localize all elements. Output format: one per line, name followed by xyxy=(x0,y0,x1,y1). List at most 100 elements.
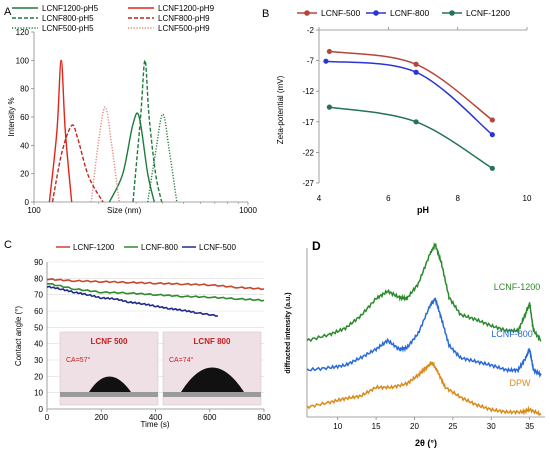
panel-d-x-tick-label: 20 xyxy=(410,422,419,431)
legend-marker-lcnf-800 xyxy=(373,10,379,16)
inset-lcnf500-title: LCNF 500 xyxy=(91,337,128,346)
series-lcnf500-ph9-line xyxy=(90,106,120,203)
panel-b-y-label: Zeta-potential (mV) xyxy=(276,75,285,144)
series-lcnf-1200-line xyxy=(329,106,493,169)
panel-b-chart: -2 -7 -12 -17 -22 -274 6 8 10 LCNF-500 LCNF-800 LC… xyxy=(276,8,532,215)
panel-a-y-tick-label: 0 xyxy=(25,198,30,207)
panel-a-y-tick-label: 120 xyxy=(16,28,30,37)
series-lcnf-500-point xyxy=(489,117,495,123)
panel-b-x-label: pH xyxy=(417,205,429,215)
panel-a-y-tick-label: 80 xyxy=(20,85,29,94)
panel-letter-d: D xyxy=(312,239,321,253)
legend-label-lcnf-1200: LCNF-1200 xyxy=(466,8,510,18)
curve-label-lcnf1200: LCNF-1200 xyxy=(494,282,541,292)
legend-marker-lcnf-500 xyxy=(304,10,310,16)
legend-label-lcnf800-ph9: LCNF800-pH9 xyxy=(158,14,210,23)
legend-label-lcnf-1200: LCNF-1200 xyxy=(73,243,115,252)
panel-d-x-tick-label: 15 xyxy=(372,422,381,431)
series-lcnf-500-point xyxy=(326,48,332,55)
inset-lcnf500-ca: CA=57° xyxy=(66,356,91,364)
panel-d-x-tick-label: 35 xyxy=(525,422,534,431)
legend-marker-lcnf-1200 xyxy=(449,10,455,16)
series-lcnf500-ph5-line xyxy=(147,113,178,203)
panel-c-y-tick-label: 20 xyxy=(34,372,43,381)
panel-c-y-tick-label: 90 xyxy=(34,258,43,267)
panel-a-chart: 0 20 40 60 80 100 120 100 1000 LCNF1200-pH5 LCNF1… xyxy=(7,4,257,215)
panel-b-x-tick-label: 8 xyxy=(455,194,460,203)
series-lcnf1200-ph5-line xyxy=(108,112,155,203)
panel-b-x-tick-label: 4 xyxy=(317,194,322,203)
panel-c-y-tick-label: 0 xyxy=(39,405,44,414)
panel-b-y-tick-label: -7 xyxy=(307,57,315,66)
series-lcnf-500-point xyxy=(413,61,419,67)
inset-lcnf800-image: LCNF 800 CA=74° xyxy=(162,331,262,406)
inset-lcnf500-image: LCNF 500 CA=57° xyxy=(59,331,159,406)
panel-a-x-label: Size (nm) xyxy=(107,206,142,215)
inset-lcnf800-ca: CA=74° xyxy=(169,356,194,364)
legend-label-lcnf1200-ph9: LCNF1200-pH9 xyxy=(158,4,215,13)
series-lcnf-1200-line xyxy=(46,278,265,291)
series-dpw-line xyxy=(306,360,542,417)
panel-c-x-tick-label: 400 xyxy=(149,413,163,422)
panel-c-y-label: Contact angle (°) xyxy=(14,306,23,366)
panel-a-x-tick-label: 1000 xyxy=(239,206,257,215)
panel-a-y-tick-label: 40 xyxy=(20,141,29,150)
panel-b-y-tick-label: -22 xyxy=(302,148,314,157)
panel-c-y-tick-label: 40 xyxy=(34,340,43,349)
panel-a-y-tick-label: 100 xyxy=(16,56,30,65)
panel-a-y-label: Intensity % xyxy=(7,97,16,136)
inset-lcnf500-droplet xyxy=(89,376,131,392)
panel-c-y-tick-label: 80 xyxy=(34,274,43,283)
series-lcnf-800-line xyxy=(325,60,493,136)
legend-label-lcnf500-ph9: LCNF500-pH9 xyxy=(158,24,210,33)
legend-label-lcnf1200-ph5: LCNF1200-pH5 xyxy=(42,4,99,13)
curve-label-dpw: DPW xyxy=(510,378,532,388)
series-lcnf-1200-point xyxy=(326,104,332,110)
panel-c-x-tick-label: 200 xyxy=(95,413,109,422)
panel-c-y-tick-label: 30 xyxy=(34,356,43,365)
legend-label-lcnf-800: LCNF-800 xyxy=(141,243,178,252)
series-lcnf800-ph9-line xyxy=(51,124,104,203)
panel-d-x-tick-label: 25 xyxy=(448,422,457,431)
panel-c-y-tick-label: 50 xyxy=(34,323,43,332)
legend-label-lcnf-500: LCNF-500 xyxy=(321,8,360,18)
panel-letter-a: A xyxy=(4,6,12,18)
panel-b-y-tick-label: -12 xyxy=(302,87,314,96)
series-lcnf1200-ph9-line xyxy=(48,59,73,203)
panel-b-y-tick-label: -17 xyxy=(302,118,314,127)
series-lcnf800-ph5-line xyxy=(132,59,163,203)
panel-c-chart: 0 10 20 30 40 50 60 70 80 90 0 200 400 600 800 LCNF-12… xyxy=(14,243,271,429)
series-lcnf-800-point xyxy=(413,69,419,75)
panel-d-x-tick-label: 10 xyxy=(333,422,342,431)
panel-a-y-tick-label: 20 xyxy=(20,170,29,179)
panel-d-x-tick-label: 30 xyxy=(487,422,496,431)
series-lcnf-800-line xyxy=(47,283,265,302)
panel-d-x-label: 2θ (°) xyxy=(415,438,437,448)
panel-b-x-tick-label: 10 xyxy=(523,194,532,203)
inset-lcnf800-droplet xyxy=(181,367,244,392)
panel-letter-c: C xyxy=(4,239,12,251)
panel-c-x-tick-label: 600 xyxy=(203,413,217,422)
curve-label-lcnf800: LCNF-800 xyxy=(491,329,533,339)
panel-b-y-tick-label: -27 xyxy=(302,179,314,188)
panel-a-y-tick-label: 60 xyxy=(20,113,29,122)
panel-c-y-tick-label: 70 xyxy=(34,291,43,300)
panel-d-chart: 10 15 20 25 30 35 LCNF-1200 LCNF-800 DPW 2θ (… xyxy=(285,241,545,448)
inset-lcnf500-substrate xyxy=(60,392,158,397)
panel-d-y-label: diffracted intensity (a.u.) xyxy=(285,292,292,373)
series-lcnf-800-line xyxy=(306,297,542,378)
panel-b-x-tick-label: 6 xyxy=(386,194,391,203)
series-lcnf-1200-line xyxy=(306,241,542,343)
inset-lcnf800-title: LCNF 800 xyxy=(194,337,231,346)
panel-c-x-tick-label: 0 xyxy=(45,413,50,422)
legend-label-lcnf800-ph5: LCNF800-pH5 xyxy=(42,14,94,23)
series-lcnf-1200-point xyxy=(489,165,495,171)
panel-c-x-tick-label: 800 xyxy=(257,413,271,422)
panel-letter-b: B xyxy=(262,8,269,20)
panel-a-x-tick-label: 100 xyxy=(27,206,41,215)
panel-c-y-tick-label: 60 xyxy=(34,307,43,316)
legend-label-lcnf-800: LCNF-800 xyxy=(390,8,429,18)
series-lcnf-800-point xyxy=(489,132,495,138)
panel-b-y-tick-label: -2 xyxy=(307,26,315,35)
